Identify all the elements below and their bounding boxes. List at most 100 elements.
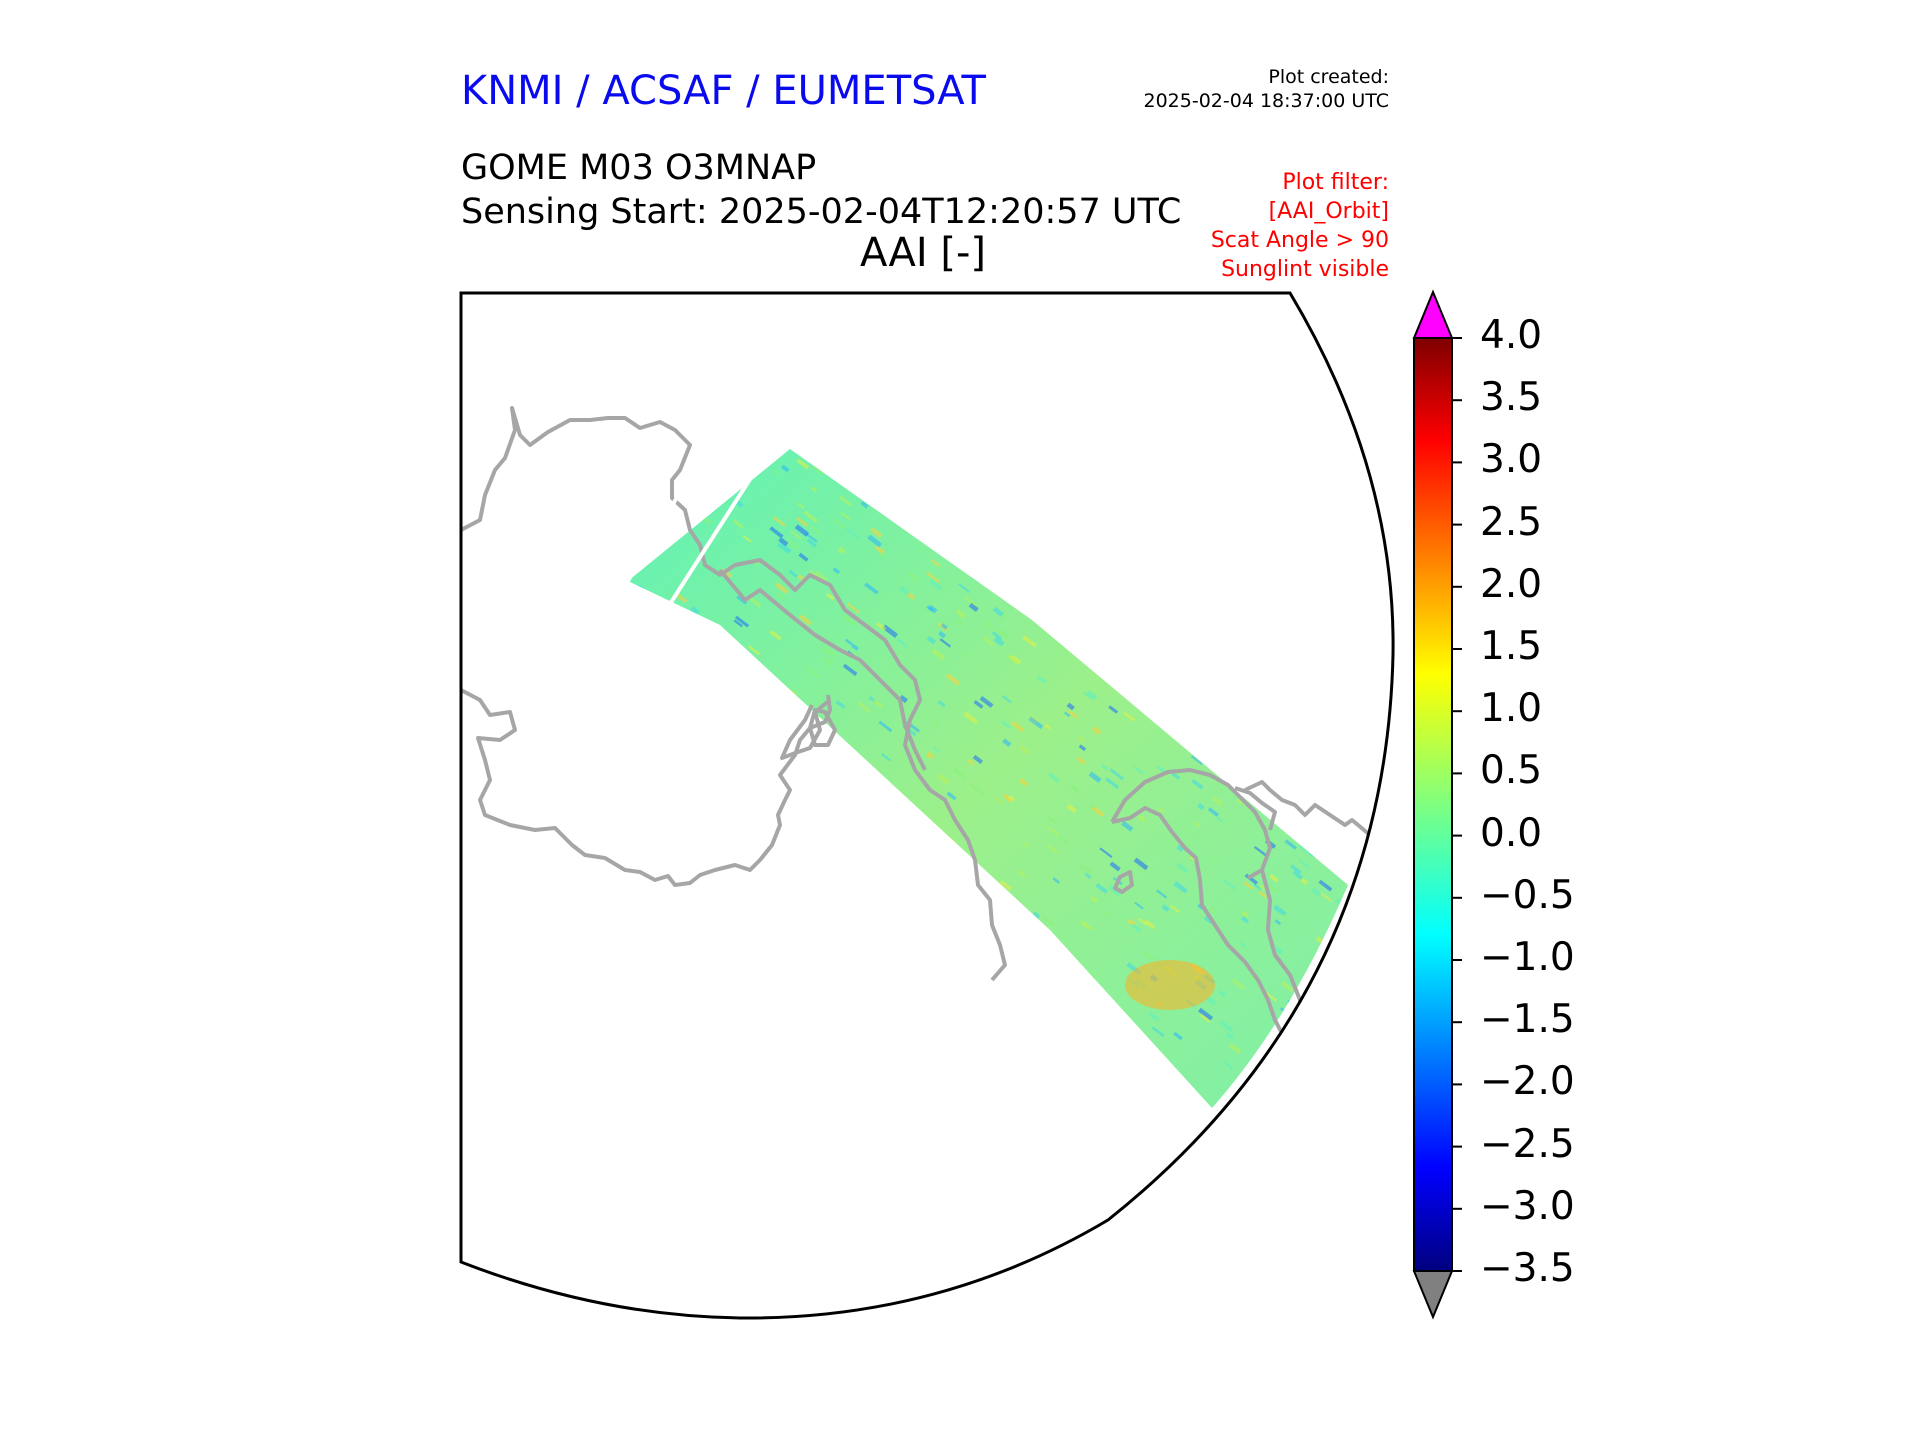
swath-pixel: [1241, 677, 1250, 686]
swath-pixel: [697, 704, 712, 716]
swath-pixel: [1268, 1120, 1283, 1133]
swath-pixel: [1001, 695, 1013, 704]
swath-pixel: [882, 974, 894, 985]
swath-pixel: [1043, 984, 1056, 995]
swath-pixel: [878, 784, 890, 794]
swath-pixel: [1060, 449, 1074, 454]
swath-pixel: [1207, 807, 1220, 817]
swath-pixel: [798, 614, 813, 626]
swath-pixel: [673, 669, 682, 678]
swath-pixel: [1047, 826, 1059, 836]
swath-pixel: [762, 1049, 776, 1060]
swath-pixel: [851, 643, 860, 651]
swath-pixel: [955, 926, 964, 934]
swath-pixel: [822, 841, 837, 853]
swath-pixel: [764, 884, 777, 895]
swath-pixel: [1133, 765, 1144, 775]
swath-pixel: [1315, 587, 1328, 598]
swath-pixel: [677, 899, 690, 910]
swath-pixel: [798, 552, 809, 562]
swath-pixel: [970, 899, 980, 909]
swath-pixel: [1046, 967, 1056, 976]
swath-pixel: [889, 471, 904, 483]
swath-pixel: [1155, 889, 1168, 899]
swath-pixel: [1298, 843, 1314, 857]
swath-pixel: [1277, 1051, 1290, 1062]
swath-pixel: [1127, 1110, 1138, 1120]
swath-pixel: [1128, 641, 1143, 654]
swath-pixel: [755, 737, 768, 749]
swath-pixel: [1279, 632, 1294, 645]
swath-pixel: [1274, 919, 1282, 926]
swath-pixel: [690, 1042, 701, 1051]
swath-pixel: [627, 1112, 634, 1118]
swath-pixel: [937, 773, 951, 786]
swath-pixel: [931, 648, 946, 661]
swath-pixel: [819, 901, 833, 913]
swath-pixel: [1051, 1057, 1059, 1065]
swath-pixel: [963, 1008, 972, 1015]
swath-pixel: [682, 757, 694, 767]
swath-pixel: [1336, 1004, 1348, 1016]
swath-pixel: [797, 502, 805, 510]
plot-filter-line-3: Sunglint visible: [1221, 257, 1389, 282]
swath-pixel: [1212, 796, 1224, 807]
swath-pixel: [610, 521, 624, 533]
swath-pixel: [1292, 870, 1304, 880]
swath-pixel: [709, 965, 725, 979]
swath-pixel: [877, 1064, 892, 1077]
plot-filter-label: Plot filter:: [1282, 170, 1389, 195]
colorbar-tick-label: −1.5: [1480, 997, 1575, 1043]
swath-pixel: [810, 1019, 821, 1028]
swath-pixel: [1143, 674, 1152, 682]
swath-pixel: [963, 711, 979, 725]
swath-pixel: [1346, 449, 1348, 455]
swath-pixel: [732, 519, 744, 529]
swath-pixel: [882, 894, 897, 907]
swath-pixel: [940, 623, 948, 630]
swath-pixel: [1323, 667, 1330, 674]
swath-pixel: [1002, 738, 1012, 747]
swath-pixel: [862, 491, 873, 500]
swath-pixel: [679, 1101, 689, 1108]
swath-pixel: [781, 464, 790, 473]
swath-pixel: [823, 1050, 834, 1060]
swath-pixel: [708, 825, 721, 837]
swath-pixel: [1060, 449, 1074, 461]
swath-pixel: [774, 967, 790, 981]
swath-pixel: [1240, 910, 1250, 919]
colorbar-tick-label: 1.5: [1480, 624, 1543, 669]
swath-pixel: [794, 524, 810, 537]
swath-pixel: [806, 538, 817, 548]
aai-hotspot: [1125, 960, 1215, 1010]
swath-pixel: [1126, 664, 1135, 673]
swath-pixel: [840, 908, 849, 916]
swath-pixel: [1273, 543, 1282, 551]
swath-pixel: [1047, 772, 1061, 783]
swath-pixel: [937, 864, 947, 874]
swath-pixel: [1339, 631, 1348, 642]
swath-pixel: [690, 606, 700, 616]
swath-pixel: [809, 524, 823, 536]
swath-pixel: [932, 746, 941, 754]
swath-pixel: [930, 559, 941, 568]
swath-pixel: [1139, 457, 1149, 466]
swath-pixel: [1315, 639, 1329, 651]
swath-pixel: [667, 946, 676, 955]
swath-pixel: [1190, 755, 1203, 766]
swath-pixel: [1056, 834, 1068, 845]
swath-pixel: [970, 492, 978, 500]
swath-pixel: [896, 873, 905, 882]
swath-pixel: [1353, 942, 1366, 953]
swath-pixel: [1010, 1099, 1024, 1108]
swath-pixel: [961, 1028, 970, 1036]
swath-pixel: [1211, 856, 1219, 864]
swath-pixel: [1109, 861, 1121, 872]
swath-pixel: [1091, 806, 1105, 818]
swath-pixel: [1022, 1092, 1033, 1103]
swath-pixel: [1199, 1013, 1212, 1024]
swath-pixel: [1248, 748, 1261, 760]
swath-pixel: [968, 1039, 984, 1053]
swath-pixel: [1125, 691, 1135, 700]
swath-pixel: [1022, 635, 1037, 648]
